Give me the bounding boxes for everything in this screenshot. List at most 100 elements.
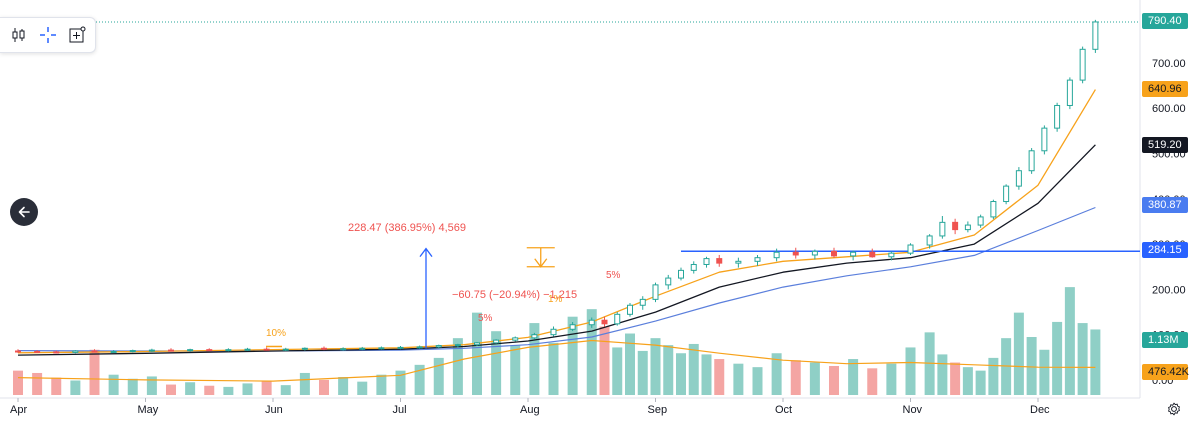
candle-body (1028, 150, 1035, 172)
candle-body (703, 258, 710, 265)
volume-bar (1090, 329, 1101, 395)
volume-bar (376, 374, 387, 395)
candle-body (187, 349, 194, 352)
volume-bar (32, 372, 43, 395)
time-tick-label: Oct (775, 404, 792, 416)
volume-bar (89, 349, 100, 395)
resistance-badge: 284.15 (1142, 242, 1188, 258)
candle-body (1015, 170, 1022, 187)
volume-bar (13, 370, 23, 395)
candle-body (168, 349, 174, 352)
candle-body (340, 348, 347, 351)
candle-body (321, 347, 327, 350)
volume-bar (688, 343, 699, 395)
time-tick-label: Aug (520, 404, 540, 416)
settings-button[interactable] (1165, 400, 1183, 418)
volume-bar (395, 370, 406, 395)
chart-grid (0, 0, 1141, 399)
volume-bar (790, 360, 801, 395)
price-tick-label: 200.00 (1152, 284, 1186, 296)
time-tick-label: Dec (1030, 404, 1050, 416)
candle-body (531, 334, 538, 339)
candle-body (512, 337, 519, 341)
volume-bar (510, 345, 521, 395)
candle-body (1041, 127, 1048, 152)
candle-body (678, 269, 684, 279)
candle-body (72, 350, 79, 353)
volume-ma-line (17, 339, 1096, 382)
candle-body (206, 349, 213, 352)
candle-body (964, 224, 971, 231)
measure-up-arrowhead (419, 247, 433, 258)
volume-bar (663, 345, 674, 395)
measure-icon[interactable] (65, 23, 89, 47)
measure-down-label: −60.75 (−20.94%) −1,215 (452, 289, 577, 301)
candle-body (627, 304, 633, 315)
candle-body (91, 350, 98, 353)
candle-body (690, 263, 697, 271)
ema-fast-line (17, 89, 1096, 354)
volume-bar (452, 338, 463, 395)
candle-body (129, 350, 136, 353)
candle-body (148, 349, 155, 352)
candle-body (926, 235, 933, 246)
volume-bar (1077, 323, 1088, 395)
candle-body (639, 298, 646, 306)
volume-bar (848, 359, 859, 395)
candlestick-icon[interactable] (7, 23, 31, 47)
volume-bar (1013, 312, 1024, 395)
candle-body (907, 244, 914, 254)
candle-body (1079, 48, 1086, 81)
crosshair-icon[interactable] (36, 23, 60, 47)
volume-bar (1026, 337, 1037, 395)
candle-body (652, 284, 659, 300)
volume-bar (637, 350, 648, 395)
drawing-toolbar (0, 17, 96, 53)
candle-body (614, 313, 621, 325)
volume-bar (586, 309, 597, 395)
candle-body (735, 260, 742, 264)
volume-bar (472, 312, 482, 395)
candle-body (378, 347, 385, 350)
candle-body (716, 258, 723, 264)
candle-body (1092, 21, 1099, 50)
candle-body (53, 351, 60, 354)
candle-body (754, 257, 761, 262)
go-back-button[interactable] (10, 198, 38, 226)
volume-bar (829, 366, 839, 395)
volume-bar (127, 378, 138, 395)
candle-body (1054, 104, 1061, 129)
candle-body (110, 350, 117, 353)
volume-bar (299, 372, 310, 395)
volume-bar (612, 347, 623, 395)
time-tick-label: Nov (903, 404, 923, 416)
volume-bar (701, 354, 712, 395)
volume-bar (771, 353, 782, 395)
volume-bar (261, 381, 272, 395)
candle-body (1066, 79, 1073, 106)
volume-bar (809, 362, 820, 395)
volume-bar (599, 326, 610, 395)
volume-bar (223, 386, 234, 395)
candle-body (301, 347, 308, 350)
candle-body (397, 346, 404, 349)
volume-bar (51, 377, 62, 395)
candle-body (939, 221, 946, 237)
candle-body (811, 250, 818, 256)
candle-body (990, 201, 997, 218)
volume-bar (650, 338, 661, 395)
time-axis[interactable]: Apr May Jun Jul Aug Sep Oct Nov Dec (10, 398, 1050, 416)
pct-label-aug: 5% (606, 270, 621, 281)
time-tick-label: Jun (265, 404, 283, 416)
candle-body (493, 339, 500, 344)
time-tick-label: May (138, 404, 159, 416)
last-price-badge: 790.40 (1142, 13, 1188, 29)
candle-body (1003, 185, 1010, 203)
candle-body (888, 252, 895, 258)
volume-badge: 1.13M (1142, 332, 1188, 348)
volume-ma-badge: 476.42K (1142, 364, 1189, 380)
volume-bar (204, 385, 215, 395)
gear-icon (1168, 402, 1180, 416)
ema-mid-line (17, 144, 1096, 356)
